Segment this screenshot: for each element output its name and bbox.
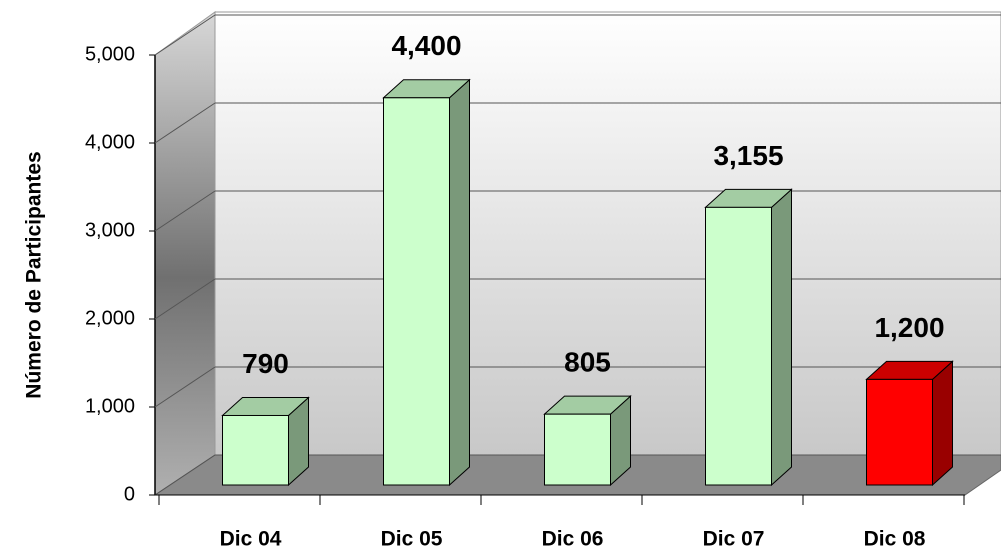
y-tick-label: 4,000 [85,131,135,153]
bar [866,378,933,486]
value-label: 4,400 [391,30,461,61]
bar [705,206,772,486]
side-wall [154,11,216,496]
y-tick-label: 5,000 [85,43,135,65]
x-tick-label: Dic 06 [542,528,604,551]
bar-side-shade [932,361,953,485]
value-label: 1,200 [874,312,944,343]
bar-side-shade [288,397,309,485]
bar [222,414,289,486]
value-label: 790 [242,348,289,379]
bar-side-shade [449,79,470,486]
grid-line [154,454,216,496]
bar [544,413,611,486]
bar-side-shade [610,396,631,485]
grid-line [154,190,216,232]
bar-top-shade [222,397,309,416]
grid-line [154,278,216,320]
y-tick-label: 2,000 [85,307,135,329]
x-tick-label: Dic 04 [220,528,282,551]
x-tick-label: Dic 05 [381,528,443,551]
value-label: 3,155 [713,140,783,171]
bar-side-shade [771,189,792,486]
y-tick-label: 1,000 [85,395,135,417]
x-tick-label: Dic 08 [864,528,926,551]
bar-top-shade [866,361,953,380]
bar-top-shade [705,189,792,208]
grid-line [154,366,216,408]
y-tick-label: 0 [124,483,135,505]
grid-line [154,14,216,56]
x-tick-label: Dic 07 [703,528,765,551]
bar-top-shade [544,396,631,415]
bar [383,97,450,486]
y-axis-title: Número de Participantes [23,151,46,398]
y-tick-label: 3,000 [85,219,135,241]
bar-top-shade [383,79,470,98]
value-label: 805 [564,347,611,378]
grid-line [154,102,216,144]
